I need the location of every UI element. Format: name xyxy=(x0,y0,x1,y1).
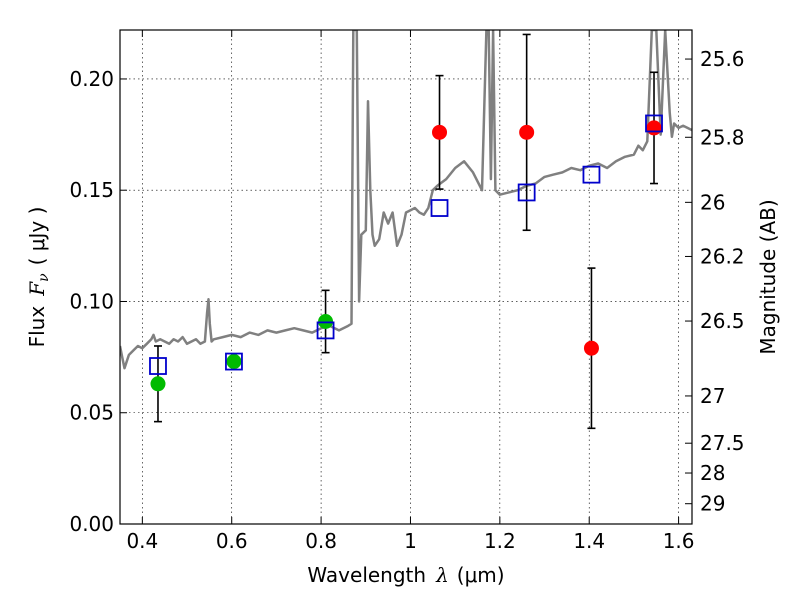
y-tick-label: 0.10 xyxy=(69,289,114,313)
secondary-y-axis-label: Magnitude (AB) xyxy=(756,199,780,354)
model-flux-square xyxy=(225,352,243,371)
model-flux-square xyxy=(149,357,167,375)
x-axis-label: Wavelength λ (μm) xyxy=(307,563,504,587)
template-spectrum-line xyxy=(120,30,692,370)
y-axis-label-symbol: F xyxy=(25,281,49,297)
y2-tick-label: 26.5 xyxy=(700,309,745,333)
y-axis-label-unit: ( μJy ) xyxy=(25,207,49,266)
model-flux-square xyxy=(430,199,449,217)
detection-point xyxy=(318,314,334,330)
x-tick-label: 1.4 xyxy=(573,529,605,553)
x-axis-label-text: Wavelength xyxy=(307,563,426,587)
y2-tick-label: 27 xyxy=(700,384,725,408)
y2-tick-label: 27.5 xyxy=(700,431,745,455)
model-flux-square xyxy=(582,165,601,184)
x-tick-label: 0.6 xyxy=(216,529,248,553)
y-tick-label: 0.05 xyxy=(69,401,114,425)
upper-limit-point xyxy=(646,120,662,136)
model-flux-square xyxy=(517,183,536,202)
x-tick-label: 1.6 xyxy=(663,529,695,553)
upper-limit-point xyxy=(519,124,535,140)
y2-tick-label: 26.2 xyxy=(700,244,745,268)
y2-tick-label: 25.8 xyxy=(700,125,745,149)
y-tick-label: 0.15 xyxy=(69,178,114,202)
x-tick-label: 0.4 xyxy=(126,529,158,553)
data-layer xyxy=(120,30,692,430)
y2-tick-label: 26 xyxy=(700,190,725,214)
upper-limit-point xyxy=(432,124,448,140)
x-tick-label: 1 xyxy=(404,529,417,553)
plot-background xyxy=(120,30,692,524)
x-tick-label: 0.8 xyxy=(305,529,337,553)
detection-point xyxy=(226,354,242,370)
y-axis-label-text: Flux xyxy=(25,306,49,348)
y-axis-label-subscript: ν xyxy=(36,273,52,282)
y2-tick-label: 29 xyxy=(700,492,725,516)
axis-ticks: 0.4 0.6 0.8 1 1.2 1.4 1.6 0.00 0.05 0.10 0.15 0.20 2… xyxy=(69,30,745,553)
model-flux-square xyxy=(645,114,663,133)
x-axis-label-unit: (μm) xyxy=(457,563,505,587)
upper-limit-point xyxy=(583,340,599,356)
y-tick-label: 0.00 xyxy=(69,512,114,536)
x-tick-label: 1.2 xyxy=(484,529,516,553)
y-axis-label: Flux Fν ( μJy ) xyxy=(25,207,52,348)
y2-tick-label: 28 xyxy=(700,461,725,485)
detection-point xyxy=(150,376,166,392)
y2-tick-label: 25.6 xyxy=(700,47,745,71)
model-flux-square xyxy=(316,321,335,340)
y-tick-label: 0.20 xyxy=(69,67,114,91)
x-axis-label-symbol: λ xyxy=(435,563,449,587)
plot-frame xyxy=(119,29,693,525)
